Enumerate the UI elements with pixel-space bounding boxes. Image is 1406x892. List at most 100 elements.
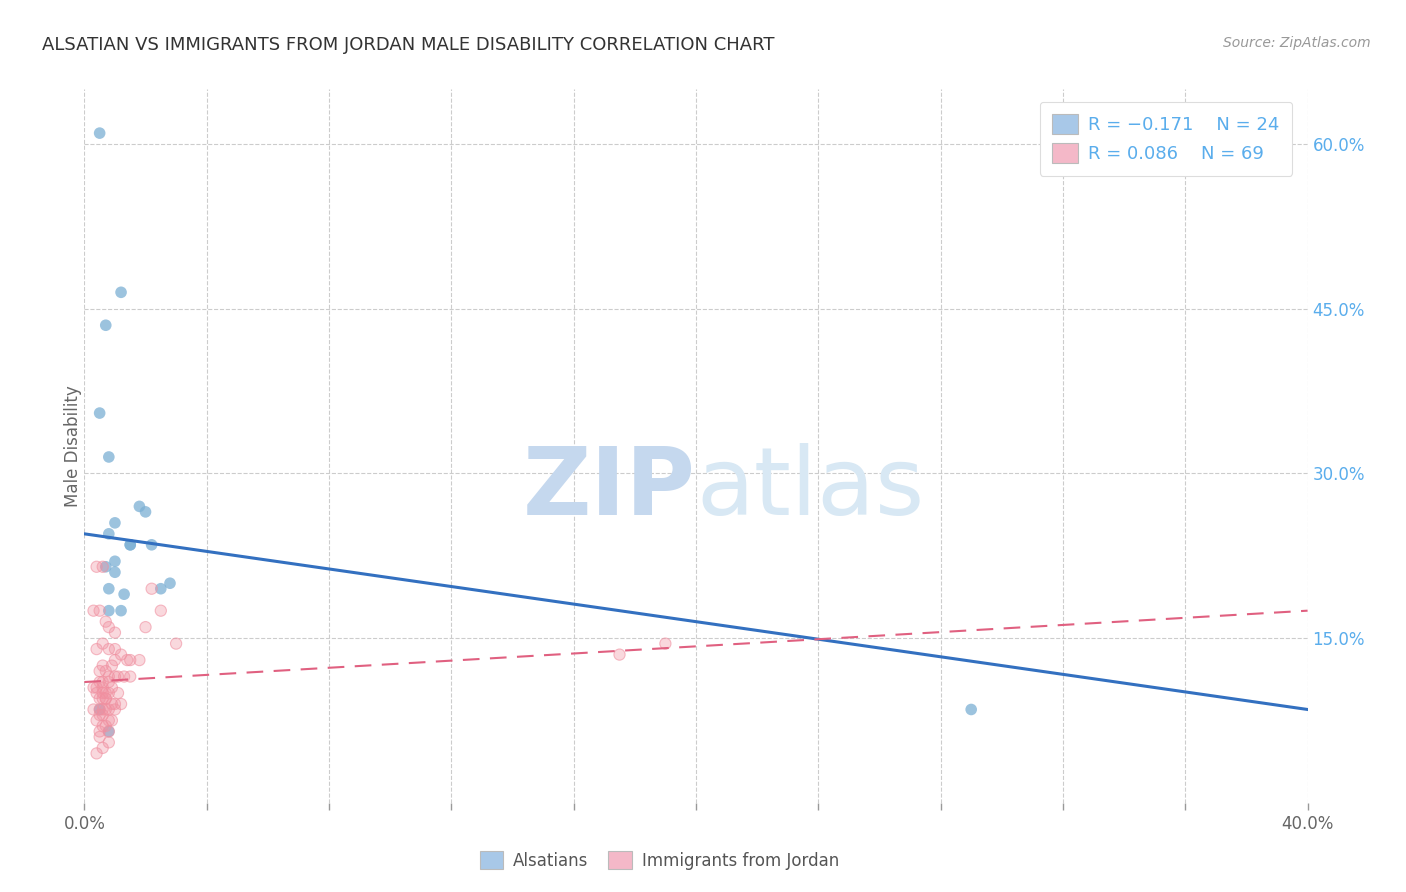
Text: Source: ZipAtlas.com: Source: ZipAtlas.com: [1223, 36, 1371, 50]
Point: [120, 538, 142, 552]
Point: [94, 559, 117, 574]
Point: [101, 714, 124, 728]
Text: ALSATIAN VS IMMIGRANTS FROM JORDAN MALE DISABILITY CORRELATION CHART: ALSATIAN VS IMMIGRANTS FROM JORDAN MALE …: [42, 36, 775, 54]
Point: [94, 691, 117, 706]
Point: [141, 582, 163, 596]
Point: [86, 686, 108, 700]
Point: [86, 747, 108, 761]
Point: [89, 708, 111, 723]
Point: [107, 669, 129, 683]
Point: [86, 681, 108, 695]
Point: [89, 604, 111, 618]
Point: [97, 582, 120, 596]
Point: [110, 648, 132, 662]
Point: [94, 615, 117, 629]
Point: [120, 538, 142, 552]
Point: [104, 625, 127, 640]
Point: [89, 664, 111, 678]
Point: [91, 675, 114, 690]
Point: [86, 714, 108, 728]
Point: [101, 658, 124, 673]
Point: [104, 554, 127, 568]
Point: [94, 691, 117, 706]
Point: [91, 637, 114, 651]
Point: [97, 702, 120, 716]
Point: [960, 702, 983, 716]
Point: [86, 747, 108, 761]
Point: [89, 702, 111, 716]
Point: [83, 681, 105, 695]
Point: [89, 675, 111, 690]
Point: [91, 708, 114, 723]
Point: [86, 681, 108, 695]
Point: [86, 686, 108, 700]
Point: [149, 604, 172, 618]
Point: [107, 686, 129, 700]
Point: [609, 648, 631, 662]
Point: [128, 653, 150, 667]
Point: [120, 653, 142, 667]
Point: [101, 681, 124, 695]
Point: [94, 719, 117, 733]
Point: [97, 735, 120, 749]
Point: [89, 664, 111, 678]
Point: [97, 620, 120, 634]
Point: [165, 637, 187, 651]
Point: [86, 559, 108, 574]
Point: [107, 686, 129, 700]
Point: [120, 653, 142, 667]
Point: [97, 714, 120, 728]
Point: [89, 406, 111, 420]
Point: [91, 658, 114, 673]
Point: [94, 686, 117, 700]
Point: [89, 702, 111, 716]
Point: [159, 576, 181, 591]
Point: [120, 669, 142, 683]
Point: [89, 126, 111, 140]
Point: [97, 675, 120, 690]
Point: [149, 582, 172, 596]
Point: [94, 686, 117, 700]
Point: [91, 691, 114, 706]
Point: [97, 702, 120, 716]
Point: [94, 691, 117, 706]
Point: [104, 625, 127, 640]
Point: [94, 702, 117, 716]
Point: [104, 566, 127, 580]
Point: [91, 702, 114, 716]
Point: [89, 730, 111, 744]
Point: [91, 740, 114, 755]
Point: [104, 697, 127, 711]
Point: [110, 604, 132, 618]
Point: [104, 697, 127, 711]
Point: [91, 702, 114, 716]
Point: [89, 604, 111, 618]
Point: [141, 538, 163, 552]
Point: [101, 697, 124, 711]
Point: [110, 648, 132, 662]
Point: [83, 604, 105, 618]
Point: [104, 516, 127, 530]
Point: [91, 681, 114, 695]
Point: [91, 686, 114, 700]
Point: [107, 669, 129, 683]
Point: [104, 653, 127, 667]
Point: [86, 642, 108, 657]
Text: atlas: atlas: [696, 442, 924, 535]
Point: [97, 620, 120, 634]
Point: [97, 735, 120, 749]
Legend: Alsatians, Immigrants from Jordan: Alsatians, Immigrants from Jordan: [472, 845, 845, 877]
Point: [89, 702, 111, 716]
Point: [97, 450, 120, 464]
Point: [101, 658, 124, 673]
Point: [83, 681, 105, 695]
Point: [83, 702, 105, 716]
Point: [115, 653, 138, 667]
Point: [89, 724, 111, 739]
Point: [89, 691, 111, 706]
Point: [97, 669, 120, 683]
Point: [89, 730, 111, 744]
Point: [91, 559, 114, 574]
Point: [112, 587, 135, 601]
Point: [89, 708, 111, 723]
